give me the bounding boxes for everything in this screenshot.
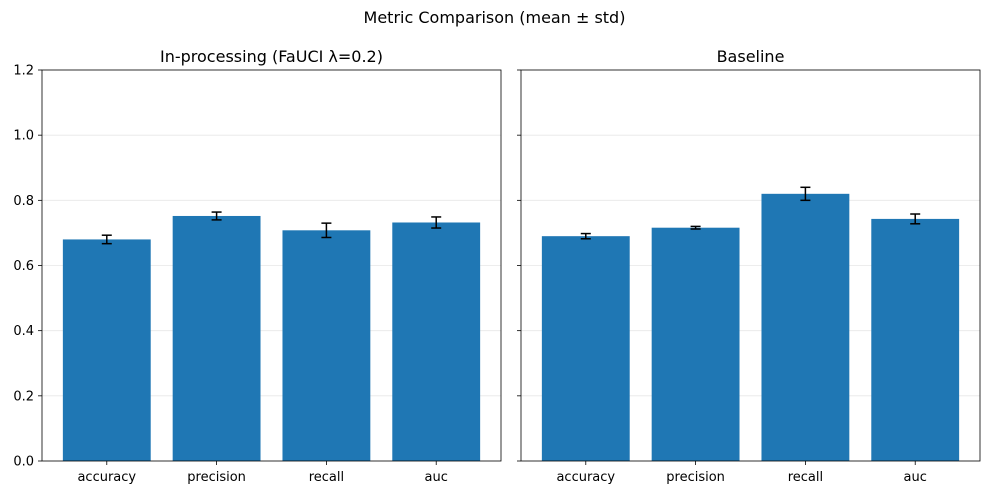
y-axis: 0.0 0.2 0.4 0.6 0.8 1.0 1.2: [13, 64, 42, 470]
error-bars: [101, 211, 442, 245]
y-tick-label: 1.2: [13, 64, 34, 79]
x-axis: accuracy precision recall auc: [556, 461, 927, 485]
y-tick-label: 0.0: [13, 455, 34, 470]
y-tick-label: 0.6: [13, 259, 34, 274]
x-axis: accuracy precision recall auc: [77, 461, 448, 485]
y-tick-label: 0.2: [13, 389, 34, 404]
bar-recall: [761, 193, 850, 462]
bar-precision: [651, 227, 740, 461]
bar-accuracy: [62, 239, 151, 461]
error-bar-accuracy: [580, 232, 591, 240]
error-bar-recall: [321, 222, 332, 239]
y-axis: [517, 69, 521, 462]
error-bars: [580, 186, 921, 240]
bars: [541, 193, 960, 462]
error-bar-precision: [690, 225, 701, 230]
error-bar-accuracy: [101, 234, 112, 245]
x-tick-label-precision: precision: [666, 470, 725, 485]
bar-accuracy: [541, 236, 630, 461]
error-bar-auc: [431, 216, 442, 229]
x-tick-label-accuracy: accuracy: [556, 470, 615, 485]
figure-title: Metric Comparison (mean ± std): [364, 8, 626, 27]
x-tick-label-accuracy: accuracy: [77, 470, 136, 485]
chart-panel-baseline: accuracy precision recall auc Baseline: [517, 47, 981, 485]
bar-precision: [172, 215, 261, 461]
chart-title: Baseline: [717, 47, 785, 66]
x-tick-label-recall: recall: [788, 470, 823, 485]
bar-recall: [282, 230, 371, 461]
bar-auc: [871, 218, 960, 461]
y-tick-label: 0.4: [13, 324, 34, 339]
x-tick-label-precision: precision: [187, 470, 246, 485]
error-bar-precision: [211, 211, 222, 221]
chart-title: In-processing (FaUCI λ=0.2): [160, 47, 383, 66]
bar-auc: [392, 222, 481, 461]
y-tick-label: 0.8: [13, 194, 34, 209]
error-bar-auc: [910, 213, 921, 225]
bars: [62, 215, 481, 461]
y-tick-label: 1.0: [13, 129, 34, 144]
error-bar-recall: [800, 186, 811, 202]
x-tick-label-auc: auc: [425, 470, 448, 485]
chart-panel-in-processing: 0.0 0.2 0.4 0.6 0.8 1.0 1.2 accuracy precision r…: [13, 47, 502, 485]
x-tick-label-recall: recall: [309, 470, 344, 485]
x-tick-label-auc: auc: [904, 470, 927, 485]
